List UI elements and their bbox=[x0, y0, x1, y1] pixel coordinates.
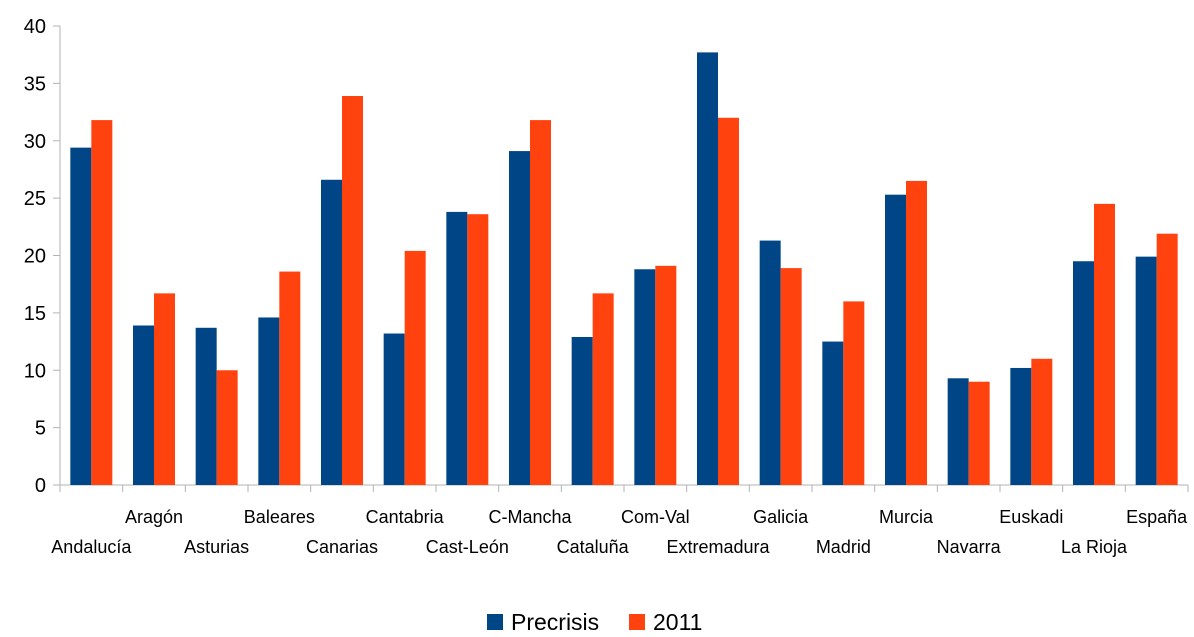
bar-2011 bbox=[843, 301, 865, 485]
bar-precrisis bbox=[697, 52, 718, 486]
category-label: Navarra bbox=[937, 537, 1002, 557]
bar-2011 bbox=[1031, 358, 1053, 485]
y-tick-label: 0 bbox=[35, 475, 46, 497]
bar-2011 bbox=[404, 250, 426, 485]
legend-swatch bbox=[487, 614, 503, 630]
category-label: Cataluña bbox=[557, 537, 630, 557]
bar-precrisis bbox=[1135, 256, 1157, 485]
bar-precrisis bbox=[509, 151, 530, 485]
bar-2011 bbox=[216, 370, 238, 485]
bar-precrisis bbox=[1010, 367, 1032, 485]
legend-label: 2011 bbox=[653, 609, 702, 635]
category-label: Com-Val bbox=[621, 507, 690, 527]
bar-precrisis bbox=[133, 325, 154, 485]
y-tick-label: 20 bbox=[24, 246, 46, 268]
bar-2011 bbox=[1094, 203, 1115, 486]
y-axis: 0 5 10 15 20 25 30 35 40 bbox=[24, 16, 61, 497]
category-label: Galicia bbox=[753, 507, 809, 527]
bar-2011 bbox=[530, 120, 551, 485]
y-tick-label: 40 bbox=[24, 16, 46, 38]
category-label: C-Mancha bbox=[488, 507, 572, 527]
category-label: Murcia bbox=[879, 507, 934, 527]
category-label: Asturias bbox=[184, 537, 249, 557]
category-label: Cast-León bbox=[426, 537, 509, 557]
bar-2011 bbox=[780, 268, 802, 485]
category-label: Baleares bbox=[244, 507, 315, 527]
bar-precrisis bbox=[1073, 261, 1094, 485]
legend-label: Precrisis bbox=[511, 609, 599, 635]
bar-2011 bbox=[968, 381, 990, 485]
y-tick-label: 15 bbox=[24, 303, 46, 325]
bar-precrisis bbox=[885, 194, 906, 485]
bar-precrisis bbox=[321, 179, 342, 485]
y-tick-label: 10 bbox=[24, 360, 46, 382]
bar-precrisis bbox=[446, 211, 468, 485]
bar-precrisis bbox=[571, 336, 593, 485]
bar-2011 bbox=[154, 293, 175, 485]
legend-swatch bbox=[629, 614, 645, 630]
bar-precrisis bbox=[70, 147, 92, 485]
bar-2011 bbox=[467, 214, 489, 485]
bar-2011 bbox=[655, 265, 677, 485]
bar-2011 bbox=[279, 271, 301, 485]
bar-precrisis bbox=[634, 269, 656, 485]
category-label: La Rioja bbox=[1061, 537, 1128, 557]
category-label: Euskadi bbox=[999, 507, 1063, 527]
bars bbox=[70, 52, 1178, 486]
y-tick-label: 25 bbox=[24, 188, 46, 210]
bar-2011 bbox=[342, 95, 363, 485]
category-label: Cantabria bbox=[366, 507, 445, 527]
bar-2011 bbox=[592, 293, 614, 485]
category-label: Aragón bbox=[125, 507, 183, 527]
bar-precrisis bbox=[947, 378, 969, 485]
bar-precrisis bbox=[383, 333, 405, 485]
legend: Precrisis 2011 bbox=[487, 609, 702, 635]
bar-precrisis bbox=[759, 240, 781, 485]
category-label: España bbox=[1126, 507, 1188, 527]
category-label: Madrid bbox=[816, 537, 871, 557]
category-label: Extremadura bbox=[666, 537, 770, 557]
bar-2011 bbox=[718, 117, 739, 486]
bar-2011 bbox=[1156, 233, 1178, 485]
y-tick-label: 5 bbox=[35, 418, 46, 440]
y-tick-label: 30 bbox=[24, 131, 46, 153]
bar-2011 bbox=[906, 180, 927, 485]
bar-precrisis bbox=[822, 341, 844, 485]
category-label: Andalucía bbox=[51, 537, 132, 557]
category-label: Canarias bbox=[306, 537, 378, 557]
bar-precrisis bbox=[195, 327, 217, 485]
y-tick-label: 35 bbox=[24, 73, 46, 95]
bar-precrisis bbox=[258, 317, 280, 485]
bar-2011 bbox=[91, 120, 113, 485]
